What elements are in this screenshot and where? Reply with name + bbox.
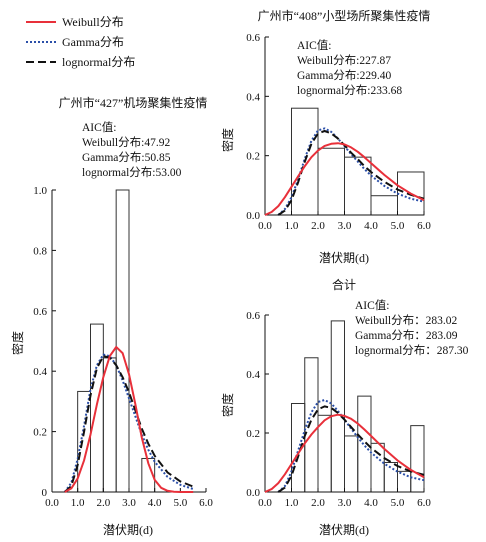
y-tick-label: 0.0 <box>246 487 260 499</box>
y-tick-label: 0.2 <box>246 151 260 163</box>
histogram-bar <box>410 425 425 493</box>
histogram-bar <box>317 147 345 216</box>
y-tick-label: 0.6 <box>246 310 260 322</box>
gamma-curve <box>277 399 425 493</box>
histogram-bar <box>317 414 332 493</box>
x-tick-label: 3.0 <box>338 220 352 232</box>
x-tick-label: 4.0 <box>364 220 378 232</box>
histogram-bar <box>370 195 398 216</box>
x-tick-label: 3.0 <box>338 497 352 509</box>
x-tick-label: 2.0 <box>311 497 325 509</box>
aic-lognormal: lognormal分布：287.30 <box>355 344 469 357</box>
x-axis-label: 潜伏期(d) <box>319 251 369 265</box>
aic-gamma: Gamma分布:50.85 <box>82 151 171 164</box>
y-tick-label: 0.6 <box>33 306 47 318</box>
legend: Weibull分布 Gamma分布 lognormal分布 <box>26 15 135 69</box>
y-axis-label: 密度 <box>10 331 25 355</box>
lognormal-curve <box>277 405 425 493</box>
histogram-bar <box>344 156 372 216</box>
chart-panel-total: 合计 AIC值: Weibull分布：283.02 Gamma分布：283.09… <box>220 277 469 537</box>
x-tick-label: 5.0 <box>391 497 405 509</box>
y-tick-label: 0.0 <box>246 210 260 222</box>
y-tick-label: 0.4 <box>33 366 47 378</box>
x-tick-label: 6.0 <box>417 497 431 509</box>
aic-lognormal: lognormal分布:233.68 <box>297 84 402 97</box>
x-tick-label: 5.0 <box>173 497 187 509</box>
y-tick-label: 0.4 <box>246 369 260 381</box>
aic-heading: AIC值: <box>82 121 117 134</box>
x-tick-label: 0.0 <box>258 497 272 509</box>
x-tick-label: 2.0 <box>311 220 325 232</box>
x-tick-label: 6.0 <box>199 497 213 509</box>
x-axis-label: 潜伏期(d) <box>319 523 369 537</box>
x-tick-label: 4.0 <box>364 497 378 509</box>
x-tick-label: 0.0 <box>45 497 59 509</box>
chart-panel-408: 广州市“408”小型场所聚集性疫情 AIC值: Weibull分布:227.87… <box>220 8 431 265</box>
x-tick-label: 0.0 <box>258 220 272 232</box>
y-tick-label: 1.0 <box>33 185 47 197</box>
aic-lognormal: lognormal分布:53.00 <box>82 166 182 179</box>
aic-weibull: Weibull分布:47.92 <box>82 136 170 149</box>
legend-entry-lognormal: lognormal分布 <box>26 55 135 69</box>
chart-title: 广州市“427”机场聚集性疫情 <box>59 95 208 110</box>
histogram-bar <box>102 357 117 493</box>
x-tick-label: 5.0 <box>391 220 405 232</box>
y-tick-label: 0.8 <box>33 245 47 257</box>
y-axis-label: 密度 <box>220 128 235 152</box>
y-tick-label: 0 <box>42 487 48 499</box>
x-tick-label: 2.0 <box>96 497 110 509</box>
legend-label-gamma: Gamma分布 <box>62 35 124 49</box>
y-tick-label: 0.2 <box>246 428 260 440</box>
chart-title: 合计 <box>332 277 356 292</box>
aic-gamma: Gamma分布：283.09 <box>355 329 458 342</box>
x-tick-label: 1.0 <box>285 497 299 509</box>
y-tick-label: 0.4 <box>246 91 260 103</box>
x-tick-label: 1.0 <box>285 220 299 232</box>
x-tick-label: 6.0 <box>417 220 431 232</box>
histogram-bar <box>115 189 130 493</box>
legend-entry-weibull: Weibull分布 <box>26 15 124 29</box>
weibull-curve <box>264 142 425 216</box>
histogram-bar <box>370 442 385 493</box>
y-tick-label: 0.6 <box>246 32 260 44</box>
gamma-curve <box>63 353 194 493</box>
y-tick-label: 0.2 <box>33 427 47 439</box>
legend-entry-gamma: Gamma分布 <box>26 35 124 49</box>
legend-label-lognormal: lognormal分布 <box>62 55 135 69</box>
aic-weibull: Weibull分布：283.02 <box>355 314 457 327</box>
aic-heading: AIC值: <box>355 299 390 312</box>
x-tick-label: 3.0 <box>122 497 136 509</box>
x-axis-label: 潜伏期(d) <box>103 523 153 537</box>
histogram-bar <box>344 435 359 493</box>
y-axis-label: 密度 <box>220 393 235 417</box>
histogram-bar <box>357 395 372 493</box>
aic-heading: AIC值: <box>297 39 332 52</box>
legend-label-weibull: Weibull分布 <box>62 15 124 29</box>
lognormal-curve <box>277 130 425 216</box>
weibull-curve <box>64 346 194 493</box>
chart-title: 广州市“408”小型场所聚集性疫情 <box>258 8 431 23</box>
x-tick-label: 4.0 <box>148 497 162 509</box>
aic-weibull: Weibull分布:227.87 <box>297 54 391 67</box>
chart-panel-427: 广州市“427”机场聚集性疫情 AIC值: Weibull分布:47.92 Ga… <box>10 95 213 537</box>
x-tick-label: 1.0 <box>71 497 85 509</box>
weibull-curve <box>264 413 425 493</box>
aic-gamma: Gamma分布:229.40 <box>297 69 391 82</box>
